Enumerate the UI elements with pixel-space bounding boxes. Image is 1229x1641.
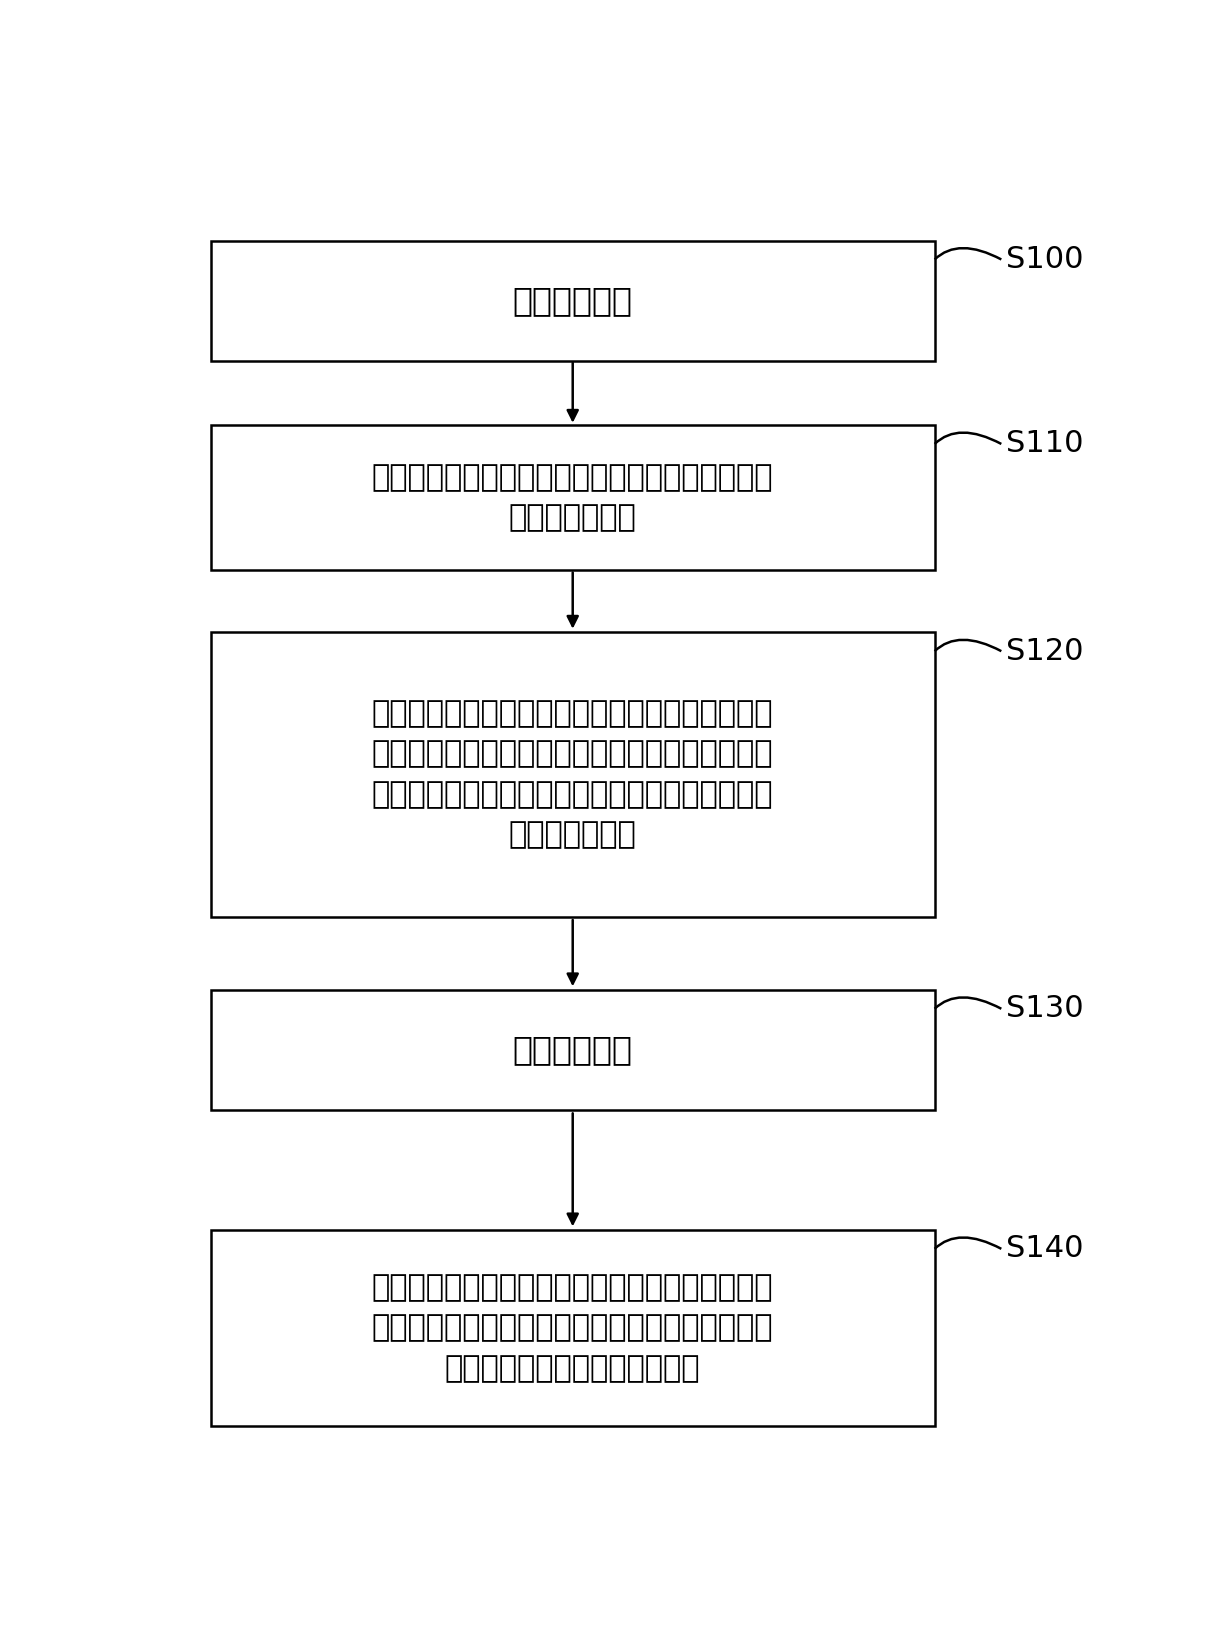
Text: 获得调整参数: 获得调整参数 bbox=[512, 1034, 633, 1067]
Bar bbox=[211, 425, 935, 571]
Text: S120: S120 bbox=[1007, 637, 1084, 666]
Text: S110: S110 bbox=[1007, 430, 1084, 458]
Text: S130: S130 bbox=[1007, 994, 1084, 1024]
Text: 响应所述输入操作，调启第一任务并确定所述第一
任务的响应结果: 响应所述输入操作，调启第一任务并确定所述第一 任务的响应结果 bbox=[372, 463, 773, 532]
Bar bbox=[211, 241, 935, 361]
Text: S100: S100 bbox=[1007, 245, 1084, 274]
Bar bbox=[211, 632, 935, 917]
Text: 根据所述输入操作产生调整指令，所述调整指令用
于指示改变与所述输入操作相关的应用程序将要显
示在所述电子设备的显示屏幕上的用户交互界面的
承载面板的色彩: 根据所述输入操作产生调整指令，所述调整指令用 于指示改变与所述输入操作相关的应用… bbox=[372, 699, 773, 850]
Text: S140: S140 bbox=[1007, 1234, 1084, 1264]
Bar bbox=[211, 1229, 935, 1426]
Text: 获得输入操作: 获得输入操作 bbox=[512, 284, 633, 317]
Text: 基于所述调整参数响应所述调整指令，控制在所述
显示屏幕上以调整后的色彩显示所述应用程序的所
述用户交互界面的所述承载面板: 基于所述调整参数响应所述调整指令，控制在所述 显示屏幕上以调整后的色彩显示所述应… bbox=[372, 1273, 773, 1383]
Bar bbox=[211, 990, 935, 1109]
